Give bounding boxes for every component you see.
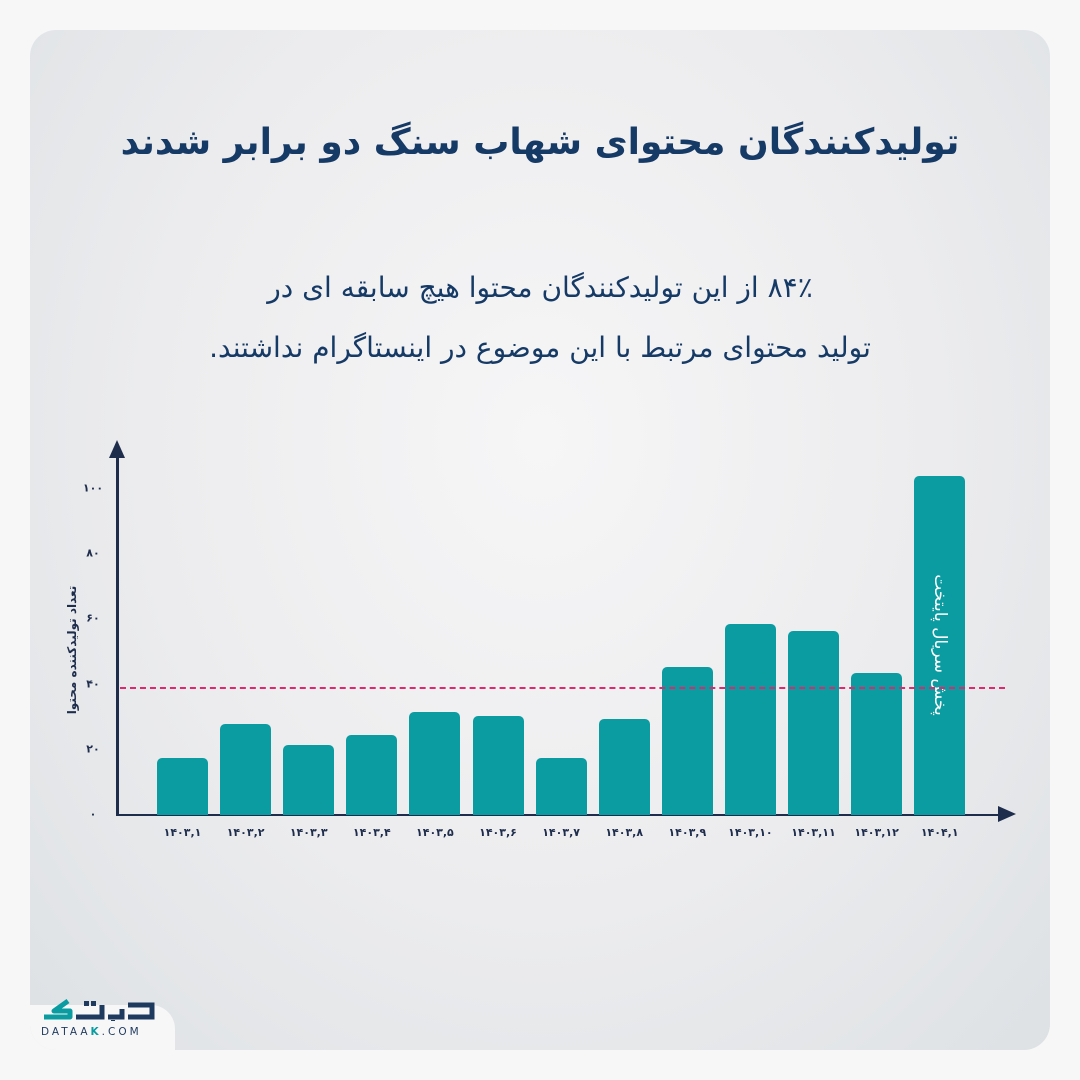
bar	[724, 624, 776, 815]
dataak-logo: DATAAK.COM	[40, 995, 160, 1045]
subtitle-line-2: تولید محتوای مرتبط با این موضوع در اینست…	[209, 331, 871, 364]
bar: پخش سریال پایتخت	[914, 475, 966, 815]
average-reference-line	[120, 686, 1005, 689]
x-tick-label: ۱۴۰۳,۱۰	[728, 826, 773, 839]
y-tick-label: ۸۰	[86, 546, 100, 560]
y-tick-label: ۰	[89, 807, 97, 821]
logo-en-suffix: .COM	[101, 1026, 142, 1038]
subtitle-line-1: ۸۴٪ از این تولیدکنندگان محتوا هیچ سابقه …	[267, 271, 813, 304]
y-axis-label: تعداد تولیدکننده محتوا	[65, 585, 79, 715]
x-tick-label: ۱۴۰۳,۳	[289, 826, 328, 839]
y-tick-label: ۶۰	[86, 611, 100, 625]
infographic-card: تولیدکنندگان محتوای شهاب سنگ دو برابر شد…	[30, 30, 1050, 1050]
x-tick-label: ۱۴۰۳,۶	[479, 826, 517, 839]
y-tick-label: ۱۰۰	[82, 481, 104, 495]
logo-wordmark-fa-icon	[44, 998, 155, 1021]
y-axis	[116, 455, 119, 816]
bar-annotation: پخش سریال پایتخت	[929, 574, 950, 717]
bar	[346, 735, 398, 815]
bar	[535, 757, 587, 815]
logo-wordmark-en: DATAAK.COM	[41, 1026, 142, 1038]
bar	[472, 715, 524, 815]
x-axis-arrow-icon	[998, 806, 1016, 822]
x-tick-label: ۱۴۰۳,۵	[416, 826, 454, 839]
bar	[661, 666, 713, 815]
x-tick-label: ۱۴۰۳,۹	[668, 826, 707, 839]
bar	[157, 757, 208, 815]
bar	[851, 673, 903, 815]
x-tick-label: ۱۴۰۳,۸	[605, 826, 644, 839]
x-tick-label: ۱۴۰۳,۴	[352, 826, 391, 839]
y-axis-arrow-icon	[109, 440, 125, 458]
y-tick-label: ۴۰	[86, 677, 100, 691]
x-tick-label: ۱۴۰۳,۱۲	[854, 826, 899, 839]
subtitle: ۸۴٪ از این تولیدکنندگان محتوا هیچ سابقه …	[90, 258, 990, 378]
bar	[220, 723, 272, 815]
x-tick-label: ۱۴۰۳,۷	[542, 826, 580, 839]
logo-en-prefix: DATAA	[41, 1026, 91, 1038]
bar	[283, 744, 335, 815]
bar	[788, 630, 839, 815]
x-tick-label: ۱۴۰۳,۱۱	[791, 826, 836, 839]
logo-en-accent: K	[90, 1026, 102, 1038]
x-tick-label: ۱۴۰۳,۱	[163, 826, 202, 839]
page-title: تولیدکنندگان محتوای شهاب سنگ دو برابر شد…	[120, 122, 960, 163]
x-tick-label: ۱۴۰۳,۲	[226, 826, 265, 839]
bar	[409, 712, 461, 815]
x-tick-label: ۱۴۰۴,۱	[920, 826, 959, 839]
y-tick-label: ۲۰	[86, 742, 100, 756]
bar	[598, 718, 650, 815]
